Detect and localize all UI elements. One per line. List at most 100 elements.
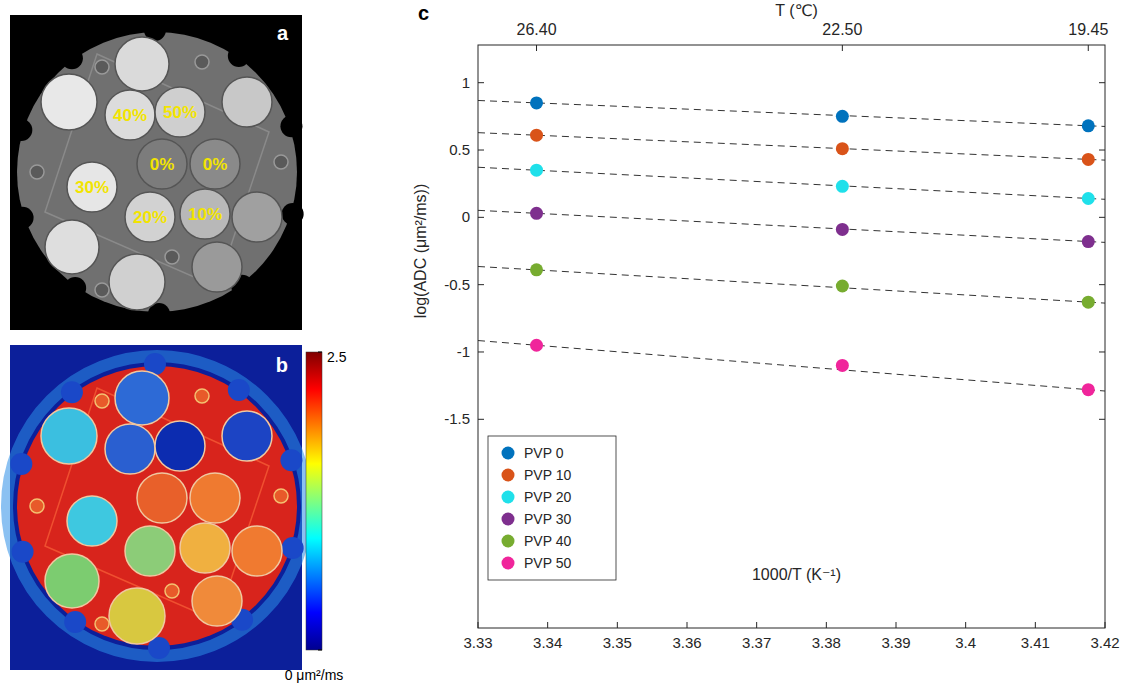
tube <box>115 371 169 425</box>
phantom-body <box>17 366 297 646</box>
tube <box>41 408 97 464</box>
tube <box>115 37 169 91</box>
legend-label: PVP 50 <box>524 555 571 571</box>
legend-marker <box>502 469 515 482</box>
x-tick <box>1105 622 1106 628</box>
tube <box>41 74 97 130</box>
legend-marker <box>502 491 515 504</box>
x-tick-label: 3.36 <box>672 634 701 651</box>
adc-map: b <box>7 345 307 670</box>
tube <box>45 554 99 608</box>
legend-marker <box>502 513 515 526</box>
concentration-label: 0% <box>150 155 175 174</box>
data-point <box>836 142 849 155</box>
y-tick-label: -1 <box>457 343 470 360</box>
colorbar-label: 0 μm²/ms <box>285 667 344 683</box>
x-tick <box>687 622 688 628</box>
x-tick <box>547 622 548 628</box>
concentration-label: 0% <box>203 155 228 174</box>
legend-label: PVP 40 <box>524 533 571 549</box>
y-tick <box>1099 150 1105 151</box>
phantom-notch <box>64 277 86 299</box>
fit-line <box>478 100 1105 126</box>
y-tick <box>1099 284 1105 285</box>
data-group <box>478 96 1105 396</box>
x-tick <box>617 622 618 628</box>
plot-area <box>478 45 1105 628</box>
y-tick-label: 0.5 <box>449 141 470 158</box>
x-tick-label: 3.41 <box>1021 634 1050 651</box>
phantom-notch <box>64 611 86 633</box>
legend-marker <box>502 557 515 570</box>
small-tube <box>274 155 288 169</box>
colorbar-label: 2.5 <box>327 349 347 365</box>
tube <box>155 421 205 471</box>
small-tube <box>30 499 44 513</box>
tube <box>232 192 282 242</box>
tube <box>105 424 155 474</box>
chart: 3.333.343.353.363.373.383.393.43.413.422… <box>412 2 1120 651</box>
y-tick <box>478 419 484 420</box>
phantom-notch <box>282 203 304 225</box>
tube <box>180 523 230 573</box>
tube <box>105 90 155 140</box>
y-tick <box>478 82 484 83</box>
x-tick <box>826 622 827 628</box>
small-tube <box>274 489 288 503</box>
fit-line <box>478 133 1105 160</box>
tube <box>232 526 282 576</box>
small-tube <box>165 584 179 598</box>
y-axis-title: log(ADC (μm²/ms)) <box>412 184 429 319</box>
tube <box>155 87 205 137</box>
x-axis-title: 1000/T (K⁻¹) <box>752 566 841 583</box>
phantom-notch <box>12 207 34 229</box>
data-point <box>836 110 849 123</box>
panel-letter: a <box>277 22 289 44</box>
data-point <box>530 207 543 220</box>
y-tick <box>478 351 484 352</box>
x2-tick <box>536 45 537 51</box>
small-tube <box>165 250 179 264</box>
y-tick <box>1099 351 1105 352</box>
data-point <box>1082 153 1095 166</box>
phantom-notch <box>228 379 250 401</box>
tube <box>192 242 242 292</box>
legend-box <box>488 436 616 580</box>
x-tick <box>896 622 897 628</box>
tube <box>222 411 272 461</box>
tube <box>190 473 240 523</box>
legend-marker <box>502 535 515 548</box>
y-tick <box>1099 419 1105 420</box>
data-point <box>530 339 543 352</box>
phantom-notch <box>61 381 83 403</box>
tube <box>137 473 187 523</box>
x-tick-label: 3.39 <box>881 634 910 651</box>
x-tick-label: 3.38 <box>812 634 841 651</box>
y-tick-label: 1 <box>462 74 470 91</box>
x-tick-label: 3.4 <box>955 634 976 651</box>
colorbar-tick <box>318 650 322 651</box>
concentration-label: 50% <box>163 103 197 122</box>
plot-frame <box>478 45 1105 628</box>
y-tick-label: -0.5 <box>444 276 470 293</box>
x2-tick-label: 26.40 <box>516 21 556 38</box>
phantom-notch <box>10 453 32 475</box>
data-point <box>530 164 543 177</box>
fit-line <box>478 341 1105 391</box>
phantom-notch <box>280 449 302 471</box>
x-tick <box>478 622 479 628</box>
legend-label: PVP 10 <box>524 467 571 483</box>
y-tick <box>1099 82 1105 83</box>
data-point <box>530 263 543 276</box>
panel-letter: b <box>276 354 288 376</box>
data-point <box>1082 296 1095 309</box>
tube <box>67 162 117 212</box>
tube <box>67 496 117 546</box>
data-point <box>836 359 849 372</box>
data-point <box>1082 192 1095 205</box>
x2-tick <box>842 45 843 51</box>
phantom-notch <box>61 47 83 69</box>
y-tick <box>1099 217 1105 218</box>
y-tick-label: -1.5 <box>444 410 470 427</box>
small-tube <box>95 60 109 74</box>
